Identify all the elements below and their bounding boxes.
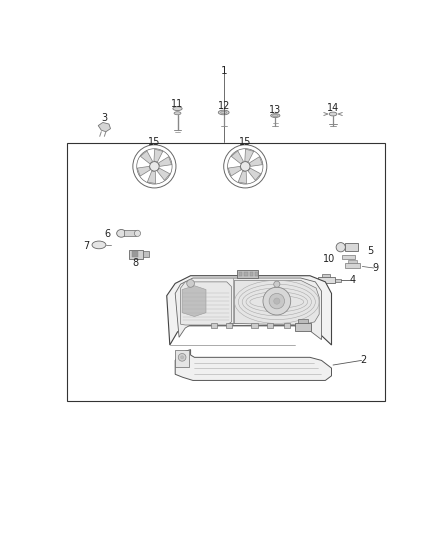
Text: 2: 2: [361, 356, 367, 366]
Polygon shape: [234, 280, 319, 325]
Circle shape: [150, 161, 159, 171]
Polygon shape: [182, 286, 206, 317]
Ellipse shape: [218, 110, 229, 115]
Polygon shape: [154, 149, 163, 162]
Ellipse shape: [174, 112, 181, 115]
Text: 7: 7: [84, 241, 90, 252]
Text: 5: 5: [367, 246, 373, 256]
Polygon shape: [245, 149, 254, 162]
Circle shape: [269, 294, 285, 309]
Text: 8: 8: [133, 257, 139, 268]
Polygon shape: [157, 168, 170, 180]
Polygon shape: [249, 157, 262, 166]
Bar: [322, 274, 330, 277]
Text: 14: 14: [327, 103, 339, 113]
Circle shape: [263, 287, 291, 315]
Ellipse shape: [92, 241, 106, 249]
Text: 10: 10: [323, 254, 336, 264]
Polygon shape: [175, 350, 332, 381]
Bar: [250, 272, 253, 277]
Bar: [124, 230, 136, 237]
Ellipse shape: [329, 112, 337, 116]
Circle shape: [336, 243, 346, 252]
Ellipse shape: [272, 115, 278, 117]
Bar: [244, 272, 247, 277]
Text: 9: 9: [372, 263, 378, 273]
Text: 11: 11: [171, 99, 184, 109]
Polygon shape: [231, 151, 244, 164]
Polygon shape: [147, 171, 155, 183]
Bar: [129, 249, 143, 259]
Bar: [348, 260, 357, 263]
Text: 6: 6: [104, 229, 110, 239]
Text: 4: 4: [349, 276, 355, 285]
Polygon shape: [167, 276, 332, 345]
Bar: [251, 324, 258, 328]
Bar: [143, 251, 149, 257]
Polygon shape: [175, 278, 321, 340]
Polygon shape: [159, 157, 172, 166]
Text: 15: 15: [239, 137, 251, 147]
Text: 15: 15: [148, 137, 161, 147]
Ellipse shape: [173, 107, 182, 110]
Bar: [239, 272, 242, 277]
Ellipse shape: [117, 230, 126, 237]
Text: 1: 1: [221, 66, 228, 76]
Bar: [318, 277, 335, 284]
Circle shape: [134, 230, 141, 237]
Circle shape: [274, 298, 280, 304]
Text: 12: 12: [218, 101, 230, 111]
Polygon shape: [248, 168, 261, 180]
Bar: [335, 279, 341, 282]
Polygon shape: [180, 282, 231, 325]
Bar: [67, 143, 385, 401]
Bar: [284, 324, 290, 328]
Bar: [211, 324, 217, 328]
Bar: [226, 324, 232, 328]
Text: 3: 3: [101, 113, 107, 123]
Polygon shape: [238, 171, 247, 183]
Bar: [267, 324, 273, 328]
Bar: [345, 263, 360, 268]
Polygon shape: [98, 123, 110, 132]
Bar: [298, 319, 307, 324]
Polygon shape: [228, 166, 241, 176]
Ellipse shape: [221, 111, 227, 114]
Circle shape: [180, 356, 184, 359]
Bar: [255, 272, 258, 277]
Circle shape: [187, 280, 194, 287]
Circle shape: [240, 161, 250, 171]
Circle shape: [178, 353, 186, 361]
Polygon shape: [137, 166, 150, 176]
Bar: [342, 255, 355, 259]
Bar: [175, 350, 189, 367]
Bar: [237, 270, 258, 278]
Bar: [345, 244, 358, 251]
Bar: [132, 251, 138, 257]
Bar: [294, 324, 311, 331]
Circle shape: [274, 281, 280, 287]
Ellipse shape: [271, 114, 280, 117]
Text: 13: 13: [269, 105, 282, 115]
Polygon shape: [141, 151, 152, 164]
